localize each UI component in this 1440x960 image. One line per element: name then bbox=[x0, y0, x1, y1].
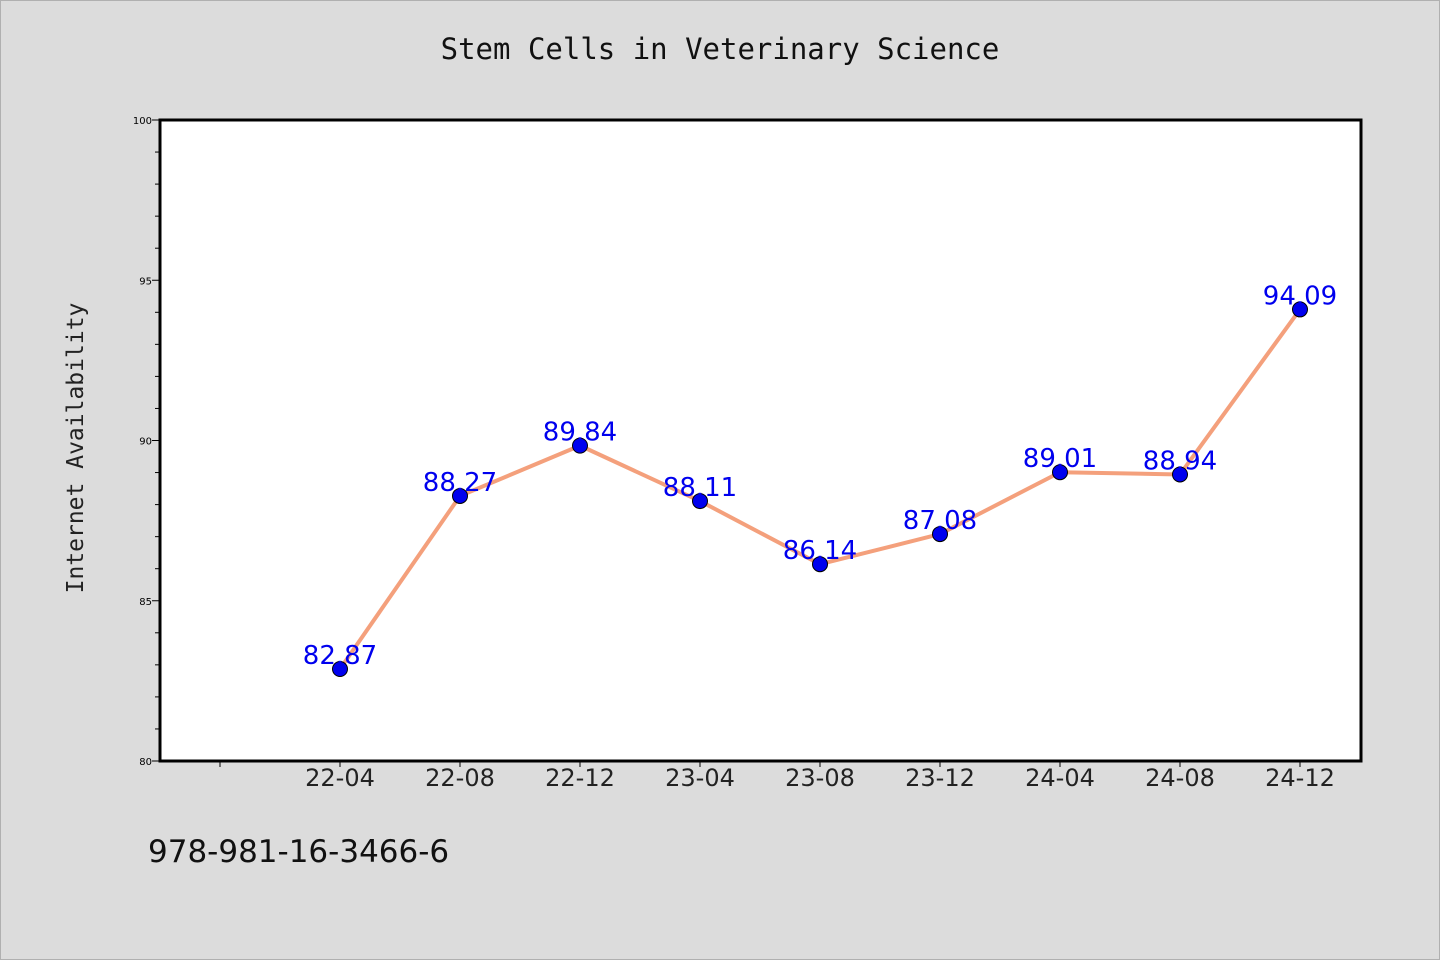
x-tick-label: 22-08 bbox=[425, 764, 495, 792]
data-point bbox=[452, 487, 468, 504]
footer-identifier: 978-981-16-3466-6 bbox=[148, 834, 450, 870]
y-tick-label: 95 bbox=[139, 276, 152, 287]
y-tick-label: 85 bbox=[139, 597, 152, 608]
data-point bbox=[812, 556, 828, 573]
data-label: 88.27 bbox=[423, 468, 497, 498]
x-tick-label: 24-08 bbox=[1145, 764, 1215, 792]
plot-area bbox=[158, 118, 1363, 763]
data-label: 89.84 bbox=[543, 418, 617, 448]
data-label: 89.01 bbox=[1023, 444, 1097, 474]
data-point bbox=[572, 437, 588, 454]
data-label: 87.08 bbox=[903, 506, 977, 536]
data-point bbox=[1172, 466, 1188, 483]
data-point bbox=[1052, 464, 1068, 481]
data-label: 94.09 bbox=[1263, 281, 1337, 311]
data-label: 86.14 bbox=[783, 536, 857, 566]
data-point bbox=[692, 493, 708, 510]
x-tick-label: 23-12 bbox=[905, 764, 975, 792]
data-label: 82.87 bbox=[303, 641, 377, 671]
y-tick-label: 80 bbox=[139, 757, 152, 768]
data-point bbox=[1292, 301, 1308, 318]
x-tick-label: 22-04 bbox=[305, 764, 375, 792]
data-label: 88.11 bbox=[663, 473, 737, 503]
x-tick-label: 24-12 bbox=[1265, 764, 1335, 792]
y-tick-label: 100 bbox=[133, 116, 152, 127]
x-tick-label: 22-12 bbox=[545, 764, 615, 792]
data-point bbox=[932, 526, 948, 543]
data-point bbox=[332, 661, 348, 678]
x-tick-label: 23-08 bbox=[785, 764, 855, 792]
x-tick-label: 23-04 bbox=[665, 764, 735, 792]
chart-title: Stem Cells in Veterinary Science bbox=[440, 32, 1000, 66]
data-label: 88.94 bbox=[1143, 446, 1217, 476]
y-tick-label: 90 bbox=[139, 437, 152, 448]
x-tick-label: 24-04 bbox=[1025, 764, 1095, 792]
